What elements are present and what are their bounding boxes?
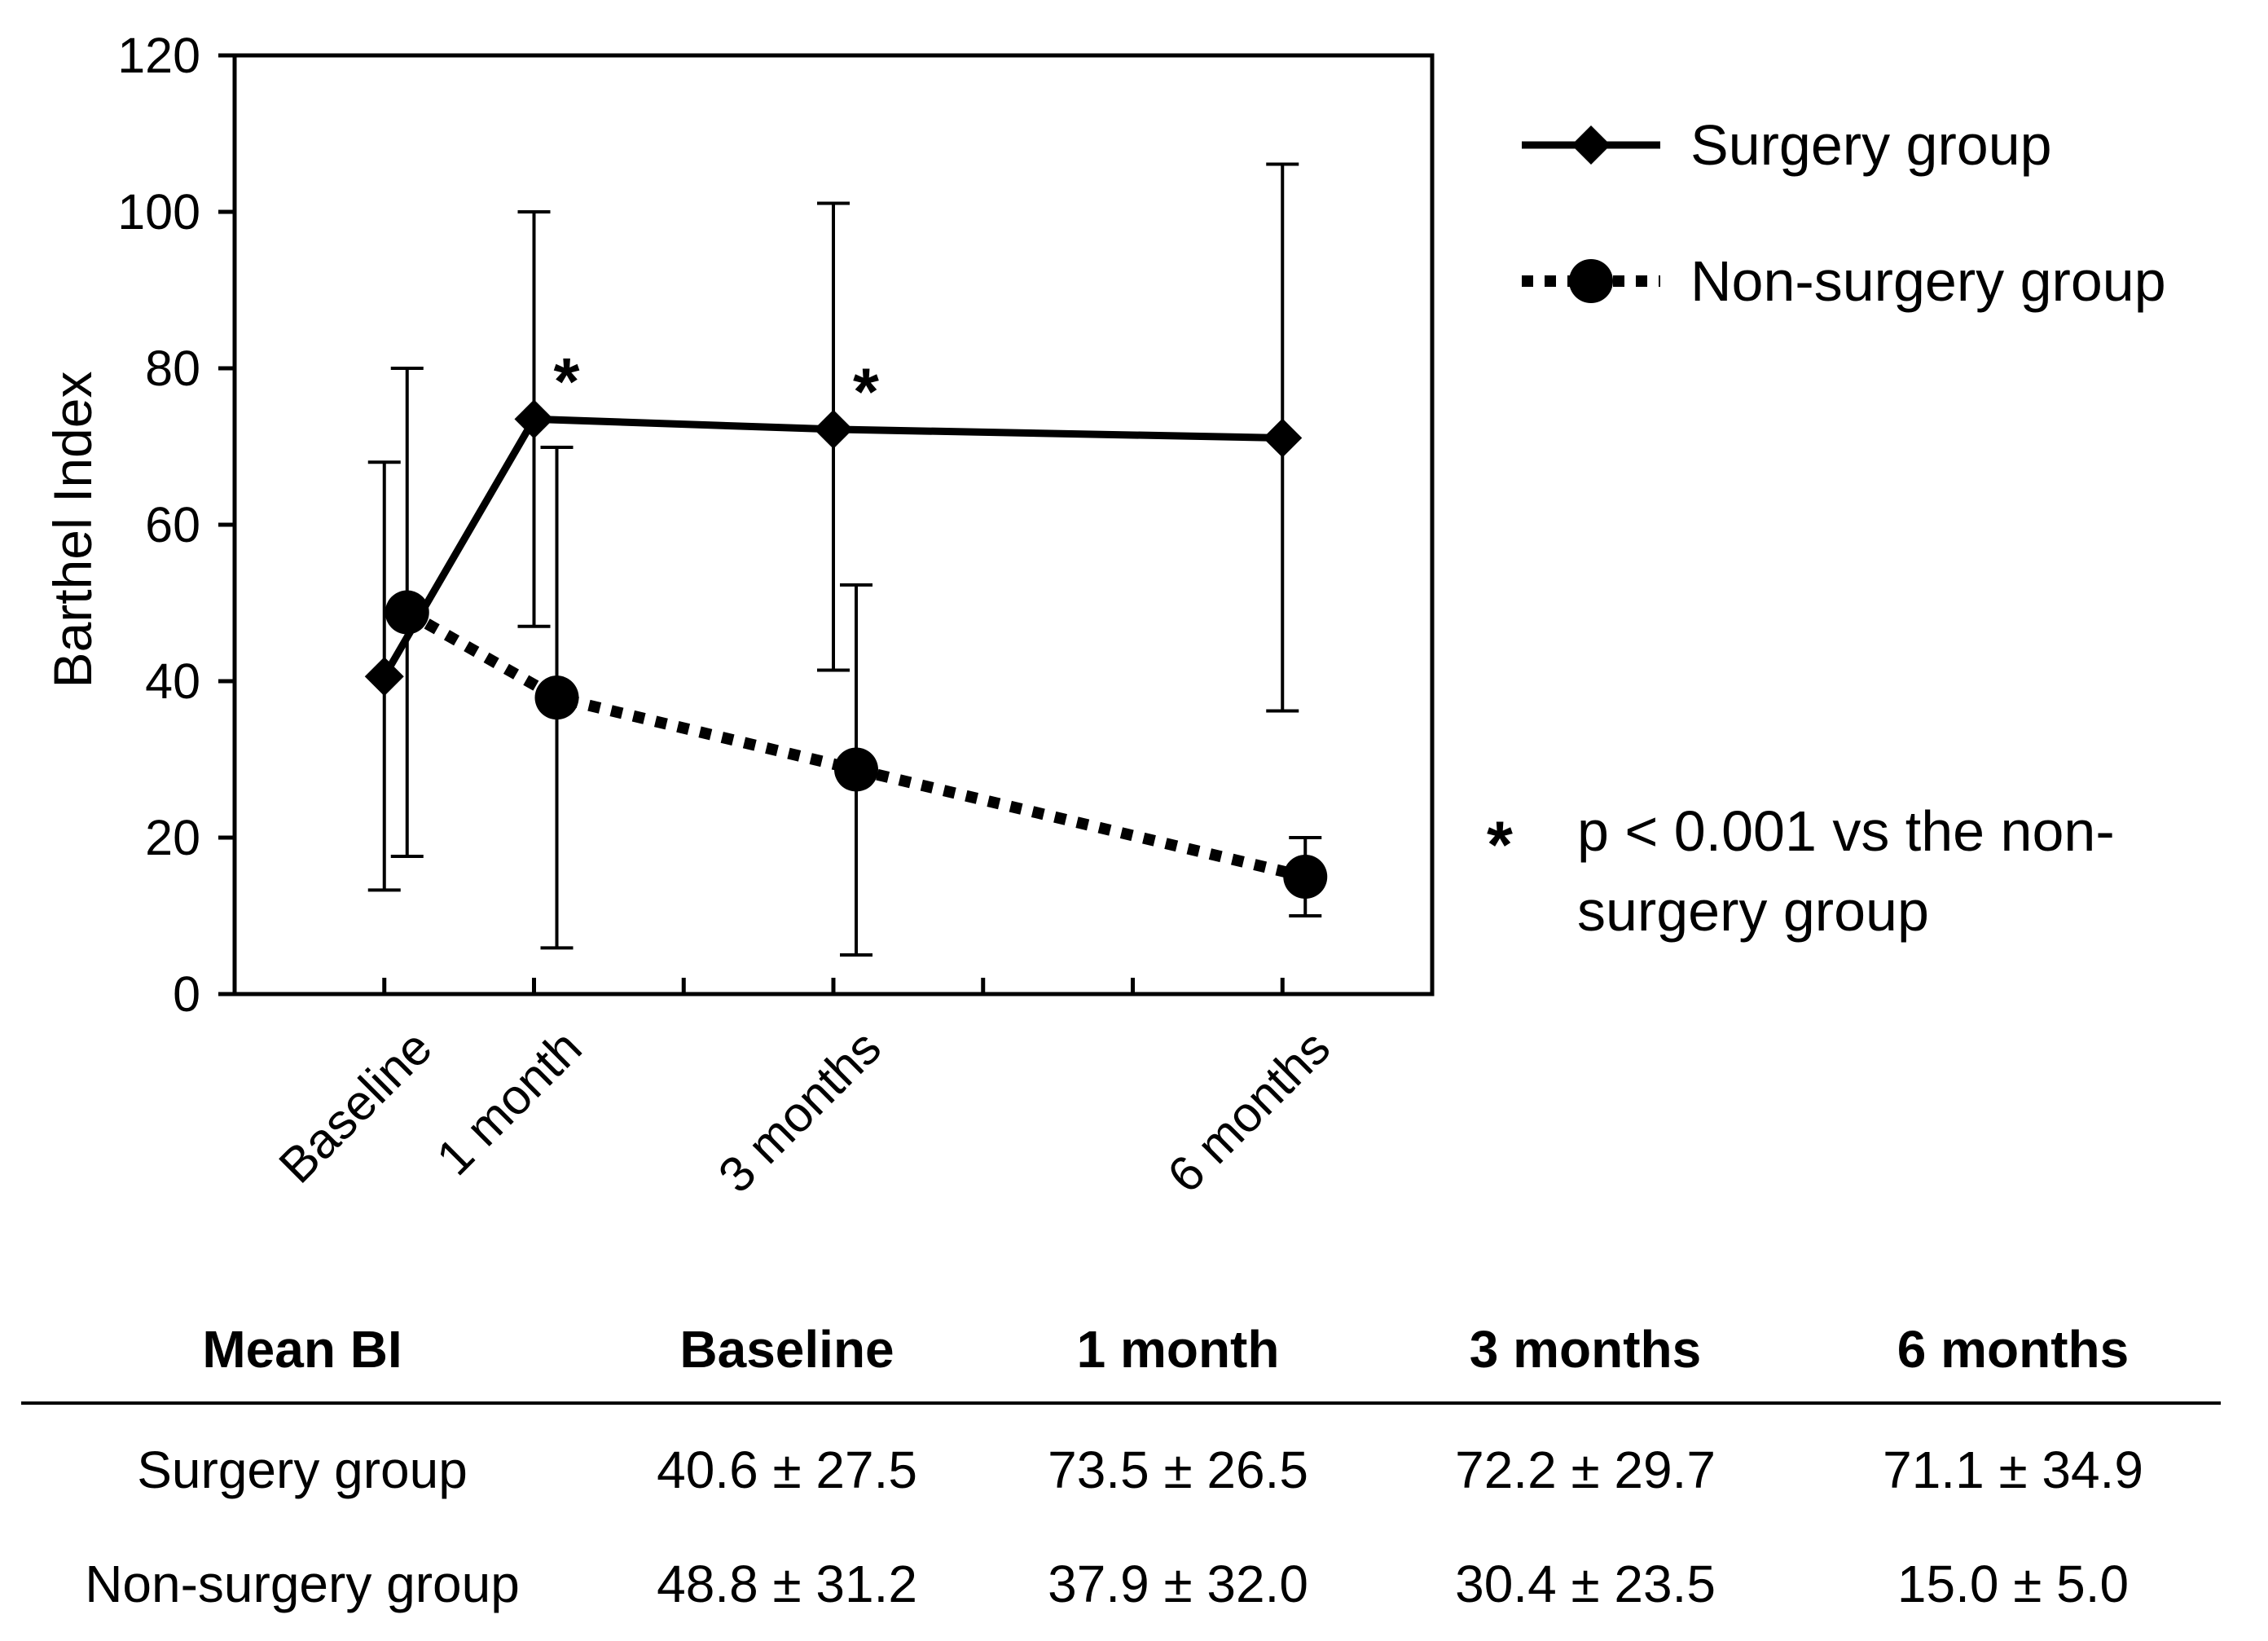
series-surgery (364, 162, 1303, 892)
table-header-baseline: Baseline (583, 1297, 991, 1405)
table-header-6-months: 6 months (1805, 1297, 2221, 1405)
data-point-circle (534, 675, 579, 720)
legend-diamond-marker (1571, 125, 1611, 165)
significance-asterisk: * (853, 355, 879, 429)
series-non-surgery (385, 367, 1328, 957)
legend-label: Surgery group (1690, 113, 2052, 177)
legend: Surgery group Non-surgery group (1522, 113, 2166, 313)
data-point-diamond (514, 399, 554, 439)
table-header-1-month: 1 month (991, 1297, 1365, 1405)
significance-note: * p < 0.001 vs the non- surgery group (1487, 799, 2115, 943)
y-tick-label: 20 (145, 810, 200, 865)
table-header-row: Mean BI Baseline 1 month 3 months 6 mont… (21, 1297, 2221, 1405)
table-cell: 15.0 ± 5.0 (1897, 1555, 2130, 1613)
series-layer (364, 162, 1328, 957)
table-cell: 71.1 ± 34.9 (1883, 1441, 2143, 1499)
significance-asterisk: * (554, 345, 580, 419)
y-tick-label: 80 (145, 341, 200, 396)
x-tick-label: 3 months (708, 1019, 892, 1203)
mean-bi-table: Mean BI Baseline 1 month 3 months 6 mont… (21, 1297, 2221, 1641)
table-cell: 72.2 ± 29.7 (1455, 1441, 1716, 1499)
table-cell-group: Non-surgery group (85, 1555, 520, 1613)
y-tick-label: 40 (145, 653, 200, 709)
x-tick-label: 1 month (426, 1019, 592, 1186)
table-row-surgery: Surgery group 40.6 ± 27.5 73.5 ± 26.5 72… (21, 1403, 2221, 1527)
legend-circle-marker (1569, 259, 1613, 303)
legend-item-non-surgery: Non-surgery group (1522, 249, 2166, 313)
note-asterisk: * (1487, 808, 1513, 882)
x-tick-label: 6 months (1157, 1019, 1341, 1203)
table-cell: 48.8 ± 31.2 (657, 1555, 917, 1613)
y-axis-label: Barthel Index (42, 372, 103, 689)
data-point-circle (834, 747, 878, 792)
data-point-circle (385, 590, 429, 635)
data-point-diamond (1263, 418, 1303, 458)
y-tick-label: 60 (145, 497, 200, 552)
y-axis: 0 20 40 60 80 100 120 (117, 28, 235, 1022)
table-cell: 73.5 ± 26.5 (1048, 1441, 1308, 1499)
note-line-2: surgery group (1577, 879, 1929, 943)
series-line (404, 607, 1307, 882)
table-header-3-months: 3 months (1365, 1297, 1805, 1405)
significance-markers: * * (554, 345, 880, 429)
data-point-diamond (814, 409, 853, 449)
table-header-mean-bi: Mean BI (21, 1297, 583, 1405)
table-row-non-surgery: Non-surgery group 48.8 ± 31.2 37.9 ± 32.… (21, 1527, 2221, 1641)
note-line-1: p < 0.001 vs the non- (1577, 799, 2115, 863)
table-cell-group: Surgery group (137, 1441, 468, 1499)
data-point-circle (1283, 855, 1328, 899)
y-tick-label: 100 (117, 184, 200, 240)
legend-item-surgery: Surgery group (1522, 113, 2052, 177)
data-point-diamond (364, 657, 404, 697)
series-line (380, 415, 1283, 679)
y-tick-label: 0 (173, 966, 200, 1022)
table-cell: 37.9 ± 32.0 (1048, 1555, 1308, 1613)
table-cell: 40.6 ± 27.5 (657, 1441, 917, 1499)
legend-label: Non-surgery group (1690, 249, 2166, 313)
y-tick-label: 120 (117, 28, 200, 83)
table-cell: 30.4 ± 23.5 (1455, 1555, 1716, 1613)
x-tick-label: Baseline (268, 1019, 442, 1194)
